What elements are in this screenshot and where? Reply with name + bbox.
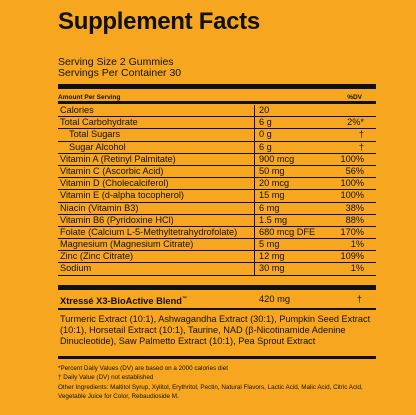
nutrient-name: Zinc (Zinc Citrate) xyxy=(60,251,133,262)
title: Supplement Facts xyxy=(58,8,260,35)
nutrient-dv: 100% xyxy=(340,153,365,164)
blend-name-text: Xtressé X3-BioActive Blend xyxy=(60,296,182,307)
nutrient-dv: 1% xyxy=(350,239,364,250)
divider-blend xyxy=(58,308,376,310)
nutrient-name: Niacin (Vitamin B3) xyxy=(60,202,139,213)
table-row: Total Sugars 0 g † xyxy=(58,129,376,142)
nutrient-name: Vitamin B6 (Pyridoxine HCl) xyxy=(60,214,174,225)
servings-per-container: Servings Per Container 30 xyxy=(58,67,182,79)
nutrient-amount: 0 g xyxy=(259,129,272,140)
column-divider xyxy=(254,105,255,276)
divider-thick xyxy=(58,285,376,290)
percent-dv-footnote: *Percent Daily Values (DV) are based on … xyxy=(58,365,228,372)
table-row: Vitamin A (Retinyl Palmitate) 900 mcg 100% xyxy=(58,154,376,166)
blend-row: Xtressé X3-BioActive Blend™ 420 mg † xyxy=(58,292,376,306)
nutrient-amount: 50 mg xyxy=(259,165,285,176)
table-row: Vitamin C (Ascorbic Acid) 50 mg 56% xyxy=(58,165,376,179)
nutrient-amount: 30 mg xyxy=(259,263,285,274)
nutrient-amount: 20 mcg xyxy=(259,178,290,189)
nutrient-dv: 170% xyxy=(340,226,365,237)
table-row: Sugar Alcohol 6 g † xyxy=(58,142,376,154)
nutrient-name: Sodium xyxy=(60,263,92,274)
serving-size: Serving Size 2 Gummies xyxy=(58,56,174,68)
nutrient-name: Sugar Alcohol xyxy=(69,141,126,152)
nutrient-dv: 2%* xyxy=(347,117,364,128)
nutrient-amount: 6 mg xyxy=(259,202,280,213)
blend-ingredients: Turmeric Extract (10:1), Ashwagandha Ext… xyxy=(60,314,371,346)
nutrient-amount: 20 xyxy=(259,105,270,115)
nutrient-dv: 109% xyxy=(340,251,365,262)
nutrient-table: Calories 20 Total Carbohydrate 6 g 2%* Total … xyxy=(58,105,376,276)
nutrient-dv: 88% xyxy=(345,214,364,225)
nutrient-amount: 6 g xyxy=(259,117,272,128)
table-row: Zinc (Zinc Citrate) 12 mg 109% xyxy=(58,251,376,264)
nutrient-name: Total Carbohydrate xyxy=(60,117,138,128)
nutrient-amount: 5 mg xyxy=(259,239,280,250)
nutrient-dv: 38% xyxy=(345,202,364,213)
nutrient-dv: † xyxy=(358,141,364,152)
dv-label: %DV xyxy=(347,94,362,101)
table-row: Sodium 30 mg 1% xyxy=(58,263,376,276)
blend-name: Xtressé X3-BioActive Blend™ xyxy=(60,292,187,308)
table-row: Folate (Calcium L-5-Methyltetrahydrofola… xyxy=(58,226,376,240)
nutrient-amount: 900 mcg xyxy=(259,153,295,164)
table-row: Vitamin D (Cholecalciferol) 20 mcg 100% xyxy=(58,178,376,191)
nutrient-name: Vitamin C (Ascorbic Acid) xyxy=(60,165,164,176)
table-row: Vitamin E (d-alpha tocopherol) 15 mg 100% xyxy=(58,190,376,203)
nutrient-dv: 56% xyxy=(345,165,364,176)
table-row: Magnesium (Magnesium Citrate) 5 mg 1% xyxy=(58,239,376,252)
nutrient-amount: 680 mcg DFE xyxy=(259,226,316,237)
table-row: Total Carbohydrate 6 g 2%* xyxy=(58,117,376,130)
nutrient-dv: 1% xyxy=(350,263,364,274)
nutrient-name: Vitamin E (d-alpha tocopherol) xyxy=(60,190,184,201)
nutrient-name: Folate (Calcium L-5-Methyltetrahydrofola… xyxy=(60,226,238,237)
nutrient-amount: 1.5 mg xyxy=(259,214,288,225)
table-row: Vitamin B6 (Pyridoxine HCl) 1.5 mg 88% xyxy=(58,215,376,227)
nutrient-amount: 12 mg xyxy=(259,251,285,262)
divider-footer xyxy=(58,356,376,359)
nutrient-name: Vitamin A (Retinyl Palmitate) xyxy=(60,153,176,164)
blend-amount: 420 mg xyxy=(259,294,291,304)
nutrient-name: Total Sugars xyxy=(69,129,121,140)
nutrient-dv: † xyxy=(358,129,364,140)
dagger-footnote: † Daily Value (DV) not established xyxy=(58,374,154,382)
nutrient-name: Magnesium (Magnesium Citrate) xyxy=(60,239,194,250)
blend-dv: † xyxy=(356,294,362,304)
blend-trademark: ™ xyxy=(181,296,187,302)
nutrient-dv: 100% xyxy=(340,190,365,201)
footnotes: *Percent Daily Values (DV) are based on … xyxy=(58,364,376,402)
nutrient-name: Vitamin D (Cholecalciferol) xyxy=(60,178,169,189)
table-row: Calories 20 xyxy=(58,105,376,118)
table-row: Niacin (Vitamin B3) 6 mg 38% xyxy=(58,203,376,215)
amount-per-serving-label: Amount Per Serving xyxy=(58,94,121,101)
nutrient-amount: 6 g xyxy=(259,141,272,152)
nutrient-dv: 100% xyxy=(340,178,365,189)
nutrient-name: Calories xyxy=(60,105,94,115)
divider-thick xyxy=(58,84,376,89)
other-ingredients: Other Ingredients: Maltitol Syrup, Xylit… xyxy=(58,383,363,401)
serving-info: Serving Size 2 Gummies Servings Per Cont… xyxy=(58,57,181,79)
table-header: Amount Per Serving %DV xyxy=(58,92,376,103)
nutrient-amount: 15 mg xyxy=(259,190,285,201)
divider-header xyxy=(58,101,376,104)
